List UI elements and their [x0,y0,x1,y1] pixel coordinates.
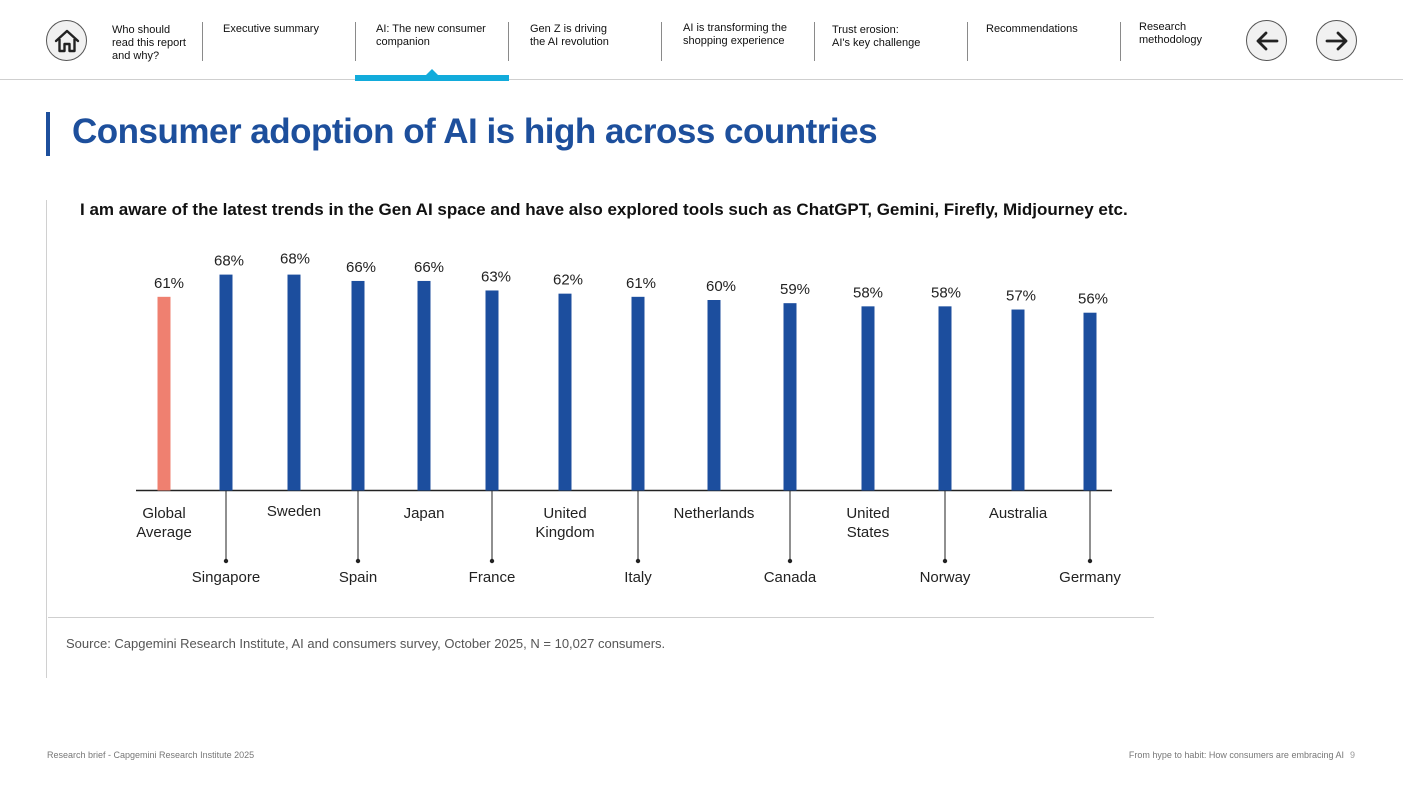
category-label: Kingdom [535,524,594,541]
top-navigation: Who should read this report and why? Exe… [0,0,1403,81]
label-leader-dot [355,558,361,564]
nav-item-label: AI is transforming the shopping experien… [683,22,787,47]
data-label: 63% [481,268,511,285]
bar-norway [938,306,952,491]
category-label: Australia [989,505,1048,522]
data-label: 61% [626,275,656,292]
nav-item-label: Who should read this report and why? [112,24,186,62]
data-label: 57% [1006,288,1036,305]
label-leader-dot [1087,558,1093,564]
source-note: Source: Capgemini Research Institute, AI… [66,636,666,651]
bar-global-average [157,296,171,491]
data-label: 66% [346,259,376,276]
nav-item-gen-z[interactable]: Gen Z is driving the AI revolution [508,0,661,80]
active-tab-indicator-caret [425,69,439,76]
page-title: Consumer adoption of AI is high across c… [72,112,878,151]
next-page-button[interactable] [1316,20,1357,61]
nav-separator [1120,22,1121,61]
active-tab-indicator [355,75,509,81]
nav-separator [355,22,356,61]
arrow-left-icon [1256,31,1278,50]
nav-item-research-methodology[interactable]: Research methodology [1120,0,1240,80]
nav-item-ai-consumer-companion[interactable]: AI: The new consumer companion [355,0,508,80]
data-label: 62% [553,272,583,289]
nav-separator [661,22,662,61]
nav-item-who-should-read[interactable]: Who should read this report and why? [112,0,202,80]
data-label: 58% [931,284,961,301]
data-label: 66% [414,259,444,276]
nav-separator [967,22,968,61]
category-label: Spain [339,569,377,586]
category-label: Canada [764,569,817,586]
bar-canada [783,303,797,491]
category-label: Global [142,505,185,522]
footer-report-title: From hype to habit: How consumers are em… [1128,750,1344,760]
bar-united-states [861,306,875,491]
nav-item-label: Recommendations [986,23,1078,35]
arrow-right-icon [1325,31,1347,50]
label-leader-dot [635,558,641,564]
category-label: Singapore [192,569,260,586]
bar-italy [631,296,645,491]
bar-japan [417,280,431,491]
nav-item-label: Executive summary [223,23,319,35]
nav-item-trust-erosion[interactable]: Trust erosion: AI's key challenge [814,0,967,80]
footer-right: From hype to habit: How consumers are em… [1129,750,1355,760]
data-label: 60% [706,278,736,295]
data-label: 68% [280,251,310,268]
category-label: Norway [920,569,971,586]
nav-item-shopping-experience[interactable]: AI is transforming the shopping experien… [661,0,814,80]
title-accent-bar [46,112,50,156]
data-label: 56% [1078,291,1108,308]
chart-title: I am aware of the latest trends in the G… [80,200,1128,219]
category-label: Sweden [267,503,321,520]
category-label: Netherlands [674,505,755,522]
nav-item-recommendations[interactable]: Recommendations [967,0,1120,80]
nav-separator [814,22,815,61]
category-label: Japan [404,505,445,522]
data-label: 58% [853,284,883,301]
data-label: 68% [214,253,244,270]
category-label: Italy [624,569,652,586]
category-label: United [543,505,586,522]
category-label: United [846,505,889,522]
label-leader-dot [787,558,793,564]
footer-left: Research brief - Capgemini Research Inst… [47,750,255,760]
bar-france [485,290,499,491]
label-leader-dot [942,558,948,564]
bar-australia [1011,309,1025,491]
nav-item-label: Trust erosion: AI's key challenge [832,24,921,49]
home-button[interactable] [46,20,87,61]
nav-separator [508,22,509,61]
data-label: 61% [154,275,184,292]
nav-item-label: Gen Z is driving the AI revolution [530,23,609,48]
category-label: Average [136,524,192,541]
category-label: Germany [1059,569,1121,586]
bar-singapore [219,274,233,491]
category-label: France [469,569,516,586]
home-icon [54,29,79,52]
data-label: 59% [780,281,810,298]
category-label: States [847,524,890,541]
page-number: 9 [1349,750,1355,760]
bar-united-kingdom [558,293,572,491]
previous-page-button[interactable] [1246,20,1287,61]
bar-spain [351,280,365,491]
panel-divider [48,617,1154,618]
bar-sweden [287,274,301,491]
bar-germany [1083,312,1097,491]
label-leader-dot [223,558,229,564]
nav-separator [202,22,203,61]
nav-item-label: Research methodology [1139,21,1202,46]
nav-item-label: AI: The new consumer companion [376,23,486,48]
bar-netherlands [707,300,721,491]
label-leader-dot [489,558,495,564]
nav-item-executive-summary[interactable]: Executive summary [202,0,355,80]
panel-left-border [46,200,47,678]
